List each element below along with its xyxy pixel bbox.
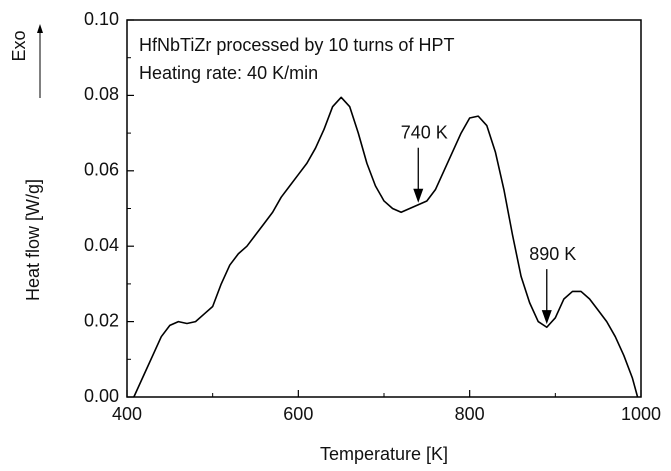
y-tick-label: 0.08: [84, 84, 119, 104]
x-axis-label: Temperature [K]: [320, 444, 448, 464]
text-box-line: Heating rate: 40 K/min: [139, 63, 318, 83]
direction-label: Exo: [9, 30, 29, 61]
x-tick-label: 600: [283, 404, 313, 424]
annotation-label: 740 K: [401, 122, 448, 142]
y-tick-label: 0.10: [84, 9, 119, 29]
x-tick-label: 800: [455, 404, 485, 424]
text-box-line: HfNbTiZr processed by 10 turns of HPT: [139, 35, 454, 55]
y-tick-label: 0.02: [84, 310, 119, 330]
y-tick-label: 0.04: [84, 235, 119, 255]
y-tick-label: 0.00: [84, 386, 119, 406]
y-axis-label: Heat flow [W/g]: [23, 179, 43, 301]
x-tick-label: 400: [112, 404, 142, 424]
y-tick-label: 0.06: [84, 160, 119, 180]
heat-flow-line: [133, 96, 639, 398]
direction-arrowhead: [37, 24, 43, 33]
annotation-arrowhead: [541, 310, 552, 325]
annotation-label: 890 K: [529, 244, 576, 264]
x-tick-label: 1000: [621, 404, 661, 424]
annotation-arrowhead: [413, 188, 424, 203]
